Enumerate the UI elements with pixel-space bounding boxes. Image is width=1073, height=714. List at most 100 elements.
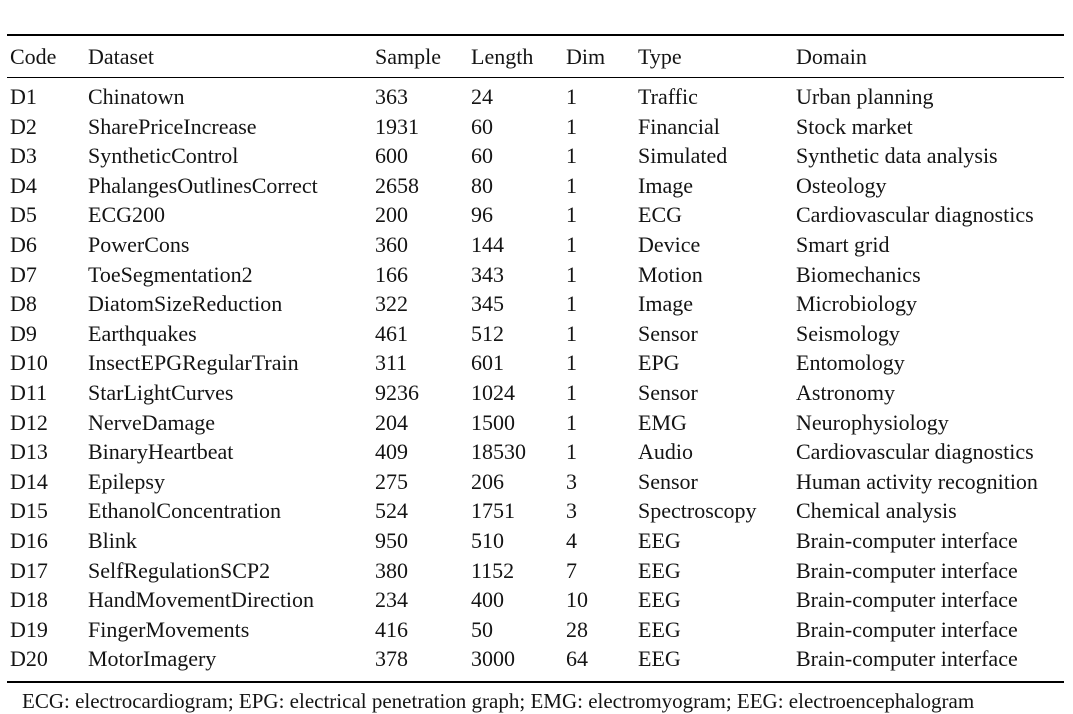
table-cell-code: D1 bbox=[10, 84, 37, 109]
table-cell-dataset: Blink bbox=[88, 527, 137, 553]
table-body: D1 Chinatown 363 24 1 Traffic Urban planning D2… bbox=[7, 78, 1064, 682]
table-cell-code: D14 bbox=[10, 468, 48, 494]
table-cell-length: 206 bbox=[471, 468, 504, 494]
table-cell-code: D6 bbox=[10, 231, 37, 257]
table-cell-domain: Entomology bbox=[796, 350, 905, 376]
table-cell-domain: Stock market bbox=[796, 113, 913, 139]
table-cell-dim: 1 bbox=[566, 291, 577, 317]
table-cell-dataset: PowerCons bbox=[88, 231, 190, 257]
column-header-dataset: Dataset bbox=[85, 35, 372, 78]
table-cell-dataset: EthanolConcentration bbox=[88, 498, 282, 524]
table-header: Code Dataset Sample Length Dim Type Doma… bbox=[7, 35, 1064, 78]
table-cell-type: Spectroscopy bbox=[638, 498, 757, 524]
table-cell-sample: 363 bbox=[375, 84, 408, 109]
header-row: Code Dataset Sample Length Dim Type Doma… bbox=[7, 35, 1064, 78]
table-cell-code: D18 bbox=[10, 587, 48, 613]
table-cell-domain: Smart grid bbox=[796, 231, 890, 257]
dataset-table: Code Dataset Sample Length Dim Type Doma… bbox=[7, 34, 1064, 683]
table-cell-dataset: Chinatown bbox=[88, 84, 185, 109]
table-cell-length: 18530 bbox=[471, 439, 526, 465]
table-cell-sample: 416 bbox=[375, 616, 408, 642]
column-header-length: Length bbox=[468, 35, 563, 78]
table-cell-code: D4 bbox=[10, 172, 37, 198]
table-cell-code: D11 bbox=[10, 379, 48, 405]
table-cell-dataset: SyntheticControl bbox=[88, 143, 239, 169]
table-cell-type: EEG bbox=[638, 646, 681, 672]
table-cell-type: Sensor bbox=[638, 468, 698, 494]
table-row: D8 DiatomSizeReduction 322 345 1 Image Microbi… bbox=[7, 289, 1064, 319]
table-cell-sample: 950 bbox=[375, 527, 408, 553]
table-cell-length: 80 bbox=[471, 172, 493, 198]
table-cell-type: EEG bbox=[638, 557, 681, 583]
table-cell-sample: 380 bbox=[375, 557, 408, 583]
table-cell-type: ECG bbox=[638, 202, 682, 228]
table-row: D12 NerveDamage 204 1500 1 EMG Neurophysiology bbox=[7, 408, 1064, 438]
table-cell-sample: 409 bbox=[375, 439, 408, 465]
table-cell-sample: 275 bbox=[375, 468, 408, 494]
table-cell-dataset: ECG200 bbox=[88, 202, 165, 228]
table-cell-type: EMG bbox=[638, 409, 687, 435]
table-cell-domain: Cardiovascular diagnostics bbox=[796, 202, 1034, 228]
table-row: D11 StarLightCurves 9236 1024 1 Sensor Astrono… bbox=[7, 378, 1064, 408]
table-cell-length: 60 bbox=[471, 113, 493, 139]
table-cell-dataset: MotorImagery bbox=[88, 646, 217, 672]
table-cell-type: Financial bbox=[638, 113, 720, 139]
table-cell-dim: 1 bbox=[566, 320, 577, 346]
table-footnote: ECG: electrocardiogram; EPG: electrical … bbox=[22, 688, 975, 713]
table-cell-type: Image bbox=[638, 291, 693, 317]
table-cell-sample: 600 bbox=[375, 143, 408, 169]
table-cell-dim: 7 bbox=[566, 557, 577, 583]
table-cell-code: D7 bbox=[10, 261, 37, 287]
table-cell-dim: 1 bbox=[566, 143, 577, 169]
table-cell-domain: Microbiology bbox=[796, 291, 917, 317]
table-cell-domain: Human activity recognition bbox=[796, 468, 1038, 494]
table-cell-dataset: PhalangesOutlinesCorrect bbox=[88, 172, 318, 198]
table-cell-domain: Biomechanics bbox=[796, 261, 921, 287]
table-cell-domain: Urban planning bbox=[796, 84, 934, 109]
table-cell-sample: 311 bbox=[375, 350, 408, 376]
table-cell-length: 512 bbox=[471, 320, 504, 346]
table-cell-length: 345 bbox=[471, 291, 504, 317]
table-row: D19 FingerMovements 416 50 28 EEG Brain-comput… bbox=[7, 615, 1064, 645]
table-cell-dataset: SharePriceIncrease bbox=[88, 113, 257, 139]
table-cell-dim: 1 bbox=[566, 172, 577, 198]
table-cell-type: EEG bbox=[638, 616, 681, 642]
table-cell-sample: 2658 bbox=[375, 172, 419, 198]
table-cell-code: D12 bbox=[10, 409, 48, 435]
table-row: D1 Chinatown 363 24 1 Traffic Urban planning bbox=[7, 78, 1064, 112]
table-cell-domain: Chemical analysis bbox=[796, 498, 957, 524]
table-cell-domain: Seismology bbox=[796, 320, 900, 346]
table-cell-length: 50 bbox=[471, 616, 493, 642]
column-header-domain: Domain bbox=[793, 35, 1064, 78]
table-row: D2 SharePriceIncrease 1931 60 1 Financial Stoc… bbox=[7, 112, 1064, 142]
table-cell-domain: Brain-computer interface bbox=[796, 557, 1018, 583]
table-cell-type: Traffic bbox=[638, 84, 698, 109]
table-cell-domain: Brain-computer interface bbox=[796, 616, 1018, 642]
table-cell-dim: 1 bbox=[566, 113, 577, 139]
table-cell-code: D20 bbox=[10, 646, 48, 672]
table-cell-dataset: InsectEPGRegularTrain bbox=[88, 350, 299, 376]
table-cell-domain: Neurophysiology bbox=[796, 409, 949, 435]
table-row: D5 ECG200 200 96 1 ECG Cardiovascular diagnost… bbox=[7, 200, 1064, 230]
table-cell-length: 144 bbox=[471, 231, 504, 257]
column-header-dim: Dim bbox=[563, 35, 635, 78]
column-header-code: Code bbox=[7, 35, 85, 78]
table-cell-length: 96 bbox=[471, 202, 493, 228]
table-row: D14 Epilepsy 275 206 3 Sensor Human activity r… bbox=[7, 467, 1064, 497]
table-cell-dataset: BinaryHeartbeat bbox=[88, 439, 234, 465]
table-cell-dim: 3 bbox=[566, 498, 577, 524]
table-cell-dim: 10 bbox=[566, 587, 588, 613]
table-cell-code: D16 bbox=[10, 527, 48, 553]
table-cell-length: 343 bbox=[471, 261, 504, 287]
table-cell-code: D17 bbox=[10, 557, 48, 583]
table-cell-length: 510 bbox=[471, 527, 504, 553]
table-cell-length: 60 bbox=[471, 143, 493, 169]
table-cell-length: 1751 bbox=[471, 498, 515, 524]
table-cell-code: D3 bbox=[10, 143, 37, 169]
table-row: D18 HandMovementDirection 234 400 10 EEG Brain… bbox=[7, 585, 1064, 615]
table-cell-dataset: ToeSegmentation2 bbox=[88, 261, 253, 287]
table-row: D20 MotorImagery 378 3000 64 EEG Brain-compute… bbox=[7, 644, 1064, 682]
column-header-sample: Sample bbox=[372, 35, 468, 78]
table-cell-domain: Brain-computer interface bbox=[796, 527, 1018, 553]
table-cell-code: D15 bbox=[10, 498, 48, 524]
